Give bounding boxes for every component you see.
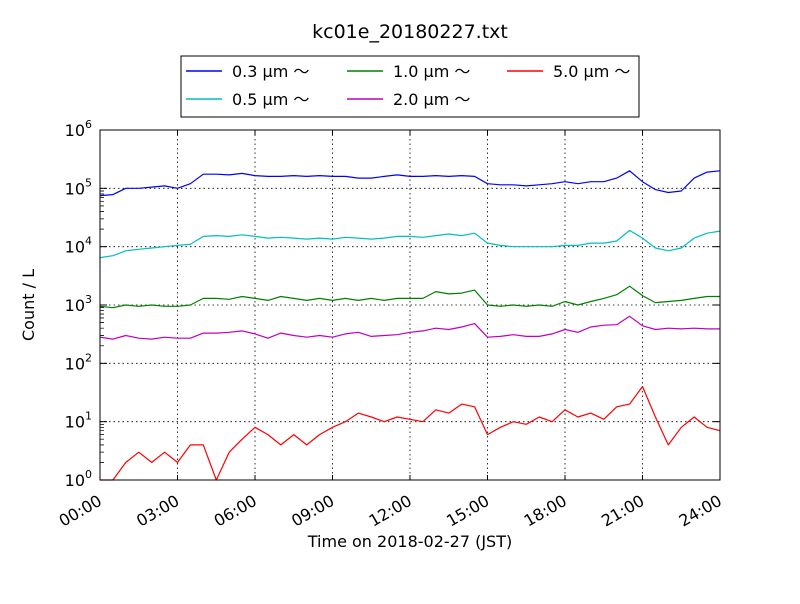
legend-label: 5.0 μm ～ (553, 62, 630, 81)
legend-label: 0.5 μm ～ (232, 90, 309, 109)
legend-label: 1.0 μm ～ (393, 62, 470, 81)
chart-title: kc01e_20180227.txt (312, 21, 508, 43)
legend-label: 2.0 μm ～ (393, 90, 470, 109)
y-axis-label: Count / L (19, 269, 38, 341)
x-axis-label: Time on 2018-02-27 (JST) (307, 532, 512, 551)
legend: 0.3 μm ～ 0.5 μm ～ 1.0 μm ～ 2.0 μm ～ 5.0 μm ～ (181, 56, 639, 117)
legend-label: 0.3 μm ～ (232, 62, 309, 81)
